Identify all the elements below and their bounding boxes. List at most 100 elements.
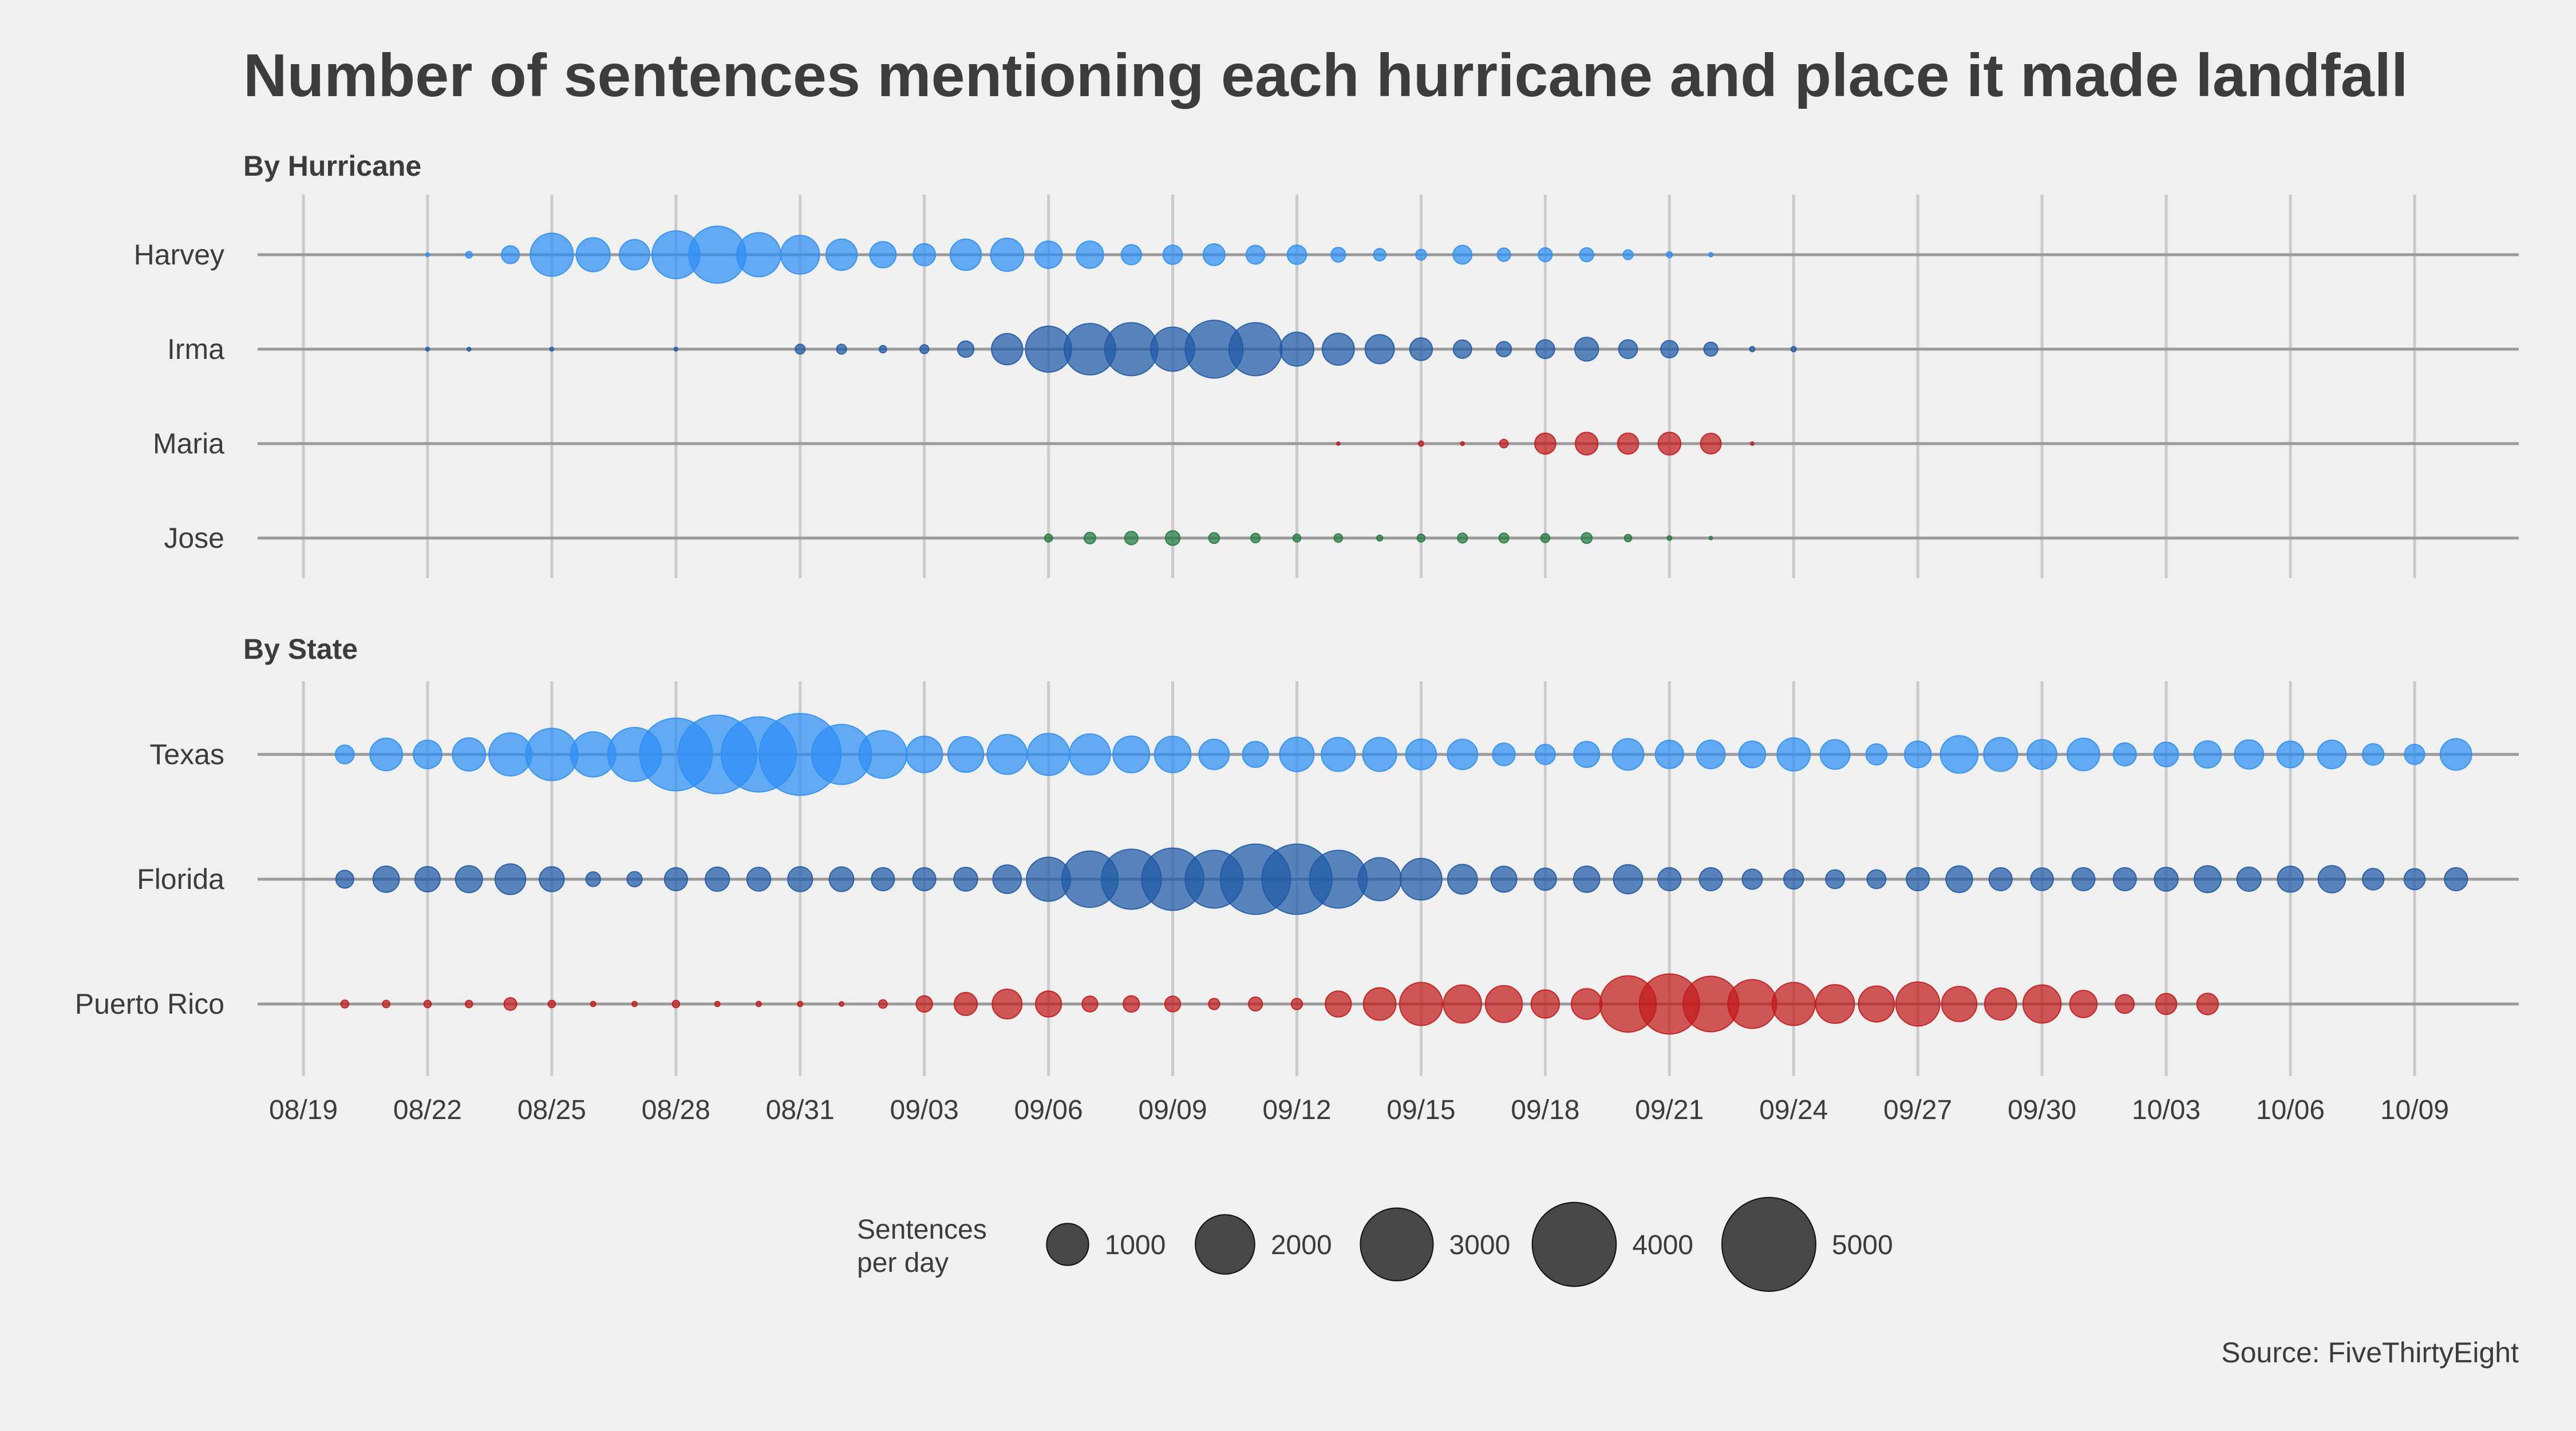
bubble-harvey [425,252,430,258]
bubble-harvey [869,241,897,268]
bubble-texas [1112,736,1151,773]
bubble-texas [1904,740,1932,769]
bubble-texas [1865,743,1888,766]
bubble-irma [879,345,887,354]
bubble-maria [1574,432,1599,456]
bubble-irma [836,343,847,355]
bubble-irma [425,346,430,352]
data-bubbles [334,226,2472,1035]
bubble-florida [414,865,441,893]
legend-bubble [1721,1197,1816,1292]
bubble-florida [1400,857,1443,901]
bubble-puerto-rico [1530,989,1560,1019]
bubble-harvey [1666,251,1673,259]
bubble-texas [1279,736,1315,773]
bubble-harvey [501,245,520,264]
bubble-florida [787,866,813,892]
bubble-florida [2112,867,2137,892]
panel-title-state: By State [243,633,358,665]
gridlines [302,195,2416,1076]
legend-title-line-1: Sentences [857,1215,987,1245]
bubble-florida [1783,868,1804,890]
bubble-puerto-rico [464,999,473,1009]
legend-label: 4000 [1632,1230,1693,1260]
row-label: Harvey [134,239,224,271]
bubble-texas [413,740,442,769]
bubble-texas [1405,738,1437,770]
x-tick-label: 09/24 [1759,1095,1828,1125]
bubble-texas [1242,741,1269,768]
bubble-texas [1362,737,1397,772]
bubble-harvey [1120,244,1142,266]
bubble-maria [1460,441,1465,446]
bubble-jose [1666,535,1673,541]
x-tick-label: 09/21 [1635,1095,1704,1125]
x-tick-label: 09/27 [1883,1095,1952,1125]
bubble-puerto-rico [1727,979,1777,1029]
bubble-florida [2444,867,2468,892]
bubble-puerto-rico [1362,987,1397,1021]
bubble-harvey [912,243,937,267]
bubble-puerto-rico [2115,994,2135,1014]
bubble-jose [1581,532,1593,544]
bubble-harvey [1622,249,1634,260]
bubble-maria [1336,441,1341,446]
bubble-puerto-rico [590,1001,596,1007]
bubble-florida [1573,865,1601,893]
bubble-texas [1776,737,1811,772]
bubble-harvey [1496,247,1511,262]
bubble-maria [1499,438,1509,449]
bubble-puerto-rico [953,991,978,1017]
bubble-florida [2317,865,2346,894]
x-tick-label: 09/09 [1139,1095,1207,1125]
bubble-texas [2404,744,2425,765]
bubble-florida [1866,869,1887,890]
bubble-texas [1026,733,1070,776]
bubble-texas [2153,741,2179,768]
bubble-florida [1613,864,1643,895]
bubble-harvey [575,237,611,272]
x-tick-label: 09/12 [1262,1095,1331,1125]
bubble-maria [1657,432,1682,456]
panel-title-hurricane: By Hurricane [243,150,421,182]
bubble-jose [1498,532,1510,544]
bubble-puerto-rico [503,997,517,1011]
legend-title-line-2: per day [857,1248,949,1278]
bubble-florida [663,867,688,892]
bubble-texas [2317,740,2347,769]
bubble-florida [2403,868,2426,891]
bubble-texas [2067,737,2100,772]
x-tick-label: 10/06 [2256,1095,2325,1125]
bubble-irma [1790,346,1797,353]
bubble-jose [1416,533,1426,543]
bubble-florida [1698,867,1723,892]
bubble-puerto-rico [1771,982,1816,1026]
bubble-irma [991,333,1024,366]
bubble-puerto-rico [423,999,432,1009]
x-tick-label: 09/30 [2008,1095,2076,1125]
x-tick-label: 08/28 [642,1095,710,1125]
bubble-texas [1321,737,1356,772]
bubble-jose [1124,531,1139,545]
bubble-florida [1825,869,1846,890]
bubble-harvey [949,238,982,271]
bubble-texas [947,736,985,773]
bubble-puerto-rico [547,999,556,1009]
bubble-harvey [780,235,820,275]
bubble-maria [1417,440,1424,447]
bubble-florida [372,865,400,893]
source-note: Source: FiveThirtyEight [2221,1337,2519,1369]
bubble-puerto-rico [1571,988,1603,1020]
bubble-harvey [1538,247,1553,263]
bubble-puerto-rico [2022,984,2062,1024]
row-label: Maria [153,428,224,460]
bubble-harvey [1330,247,1346,263]
bubble-texas [1198,738,1230,770]
bubble-harvey [1076,240,1104,269]
bubble-texas [905,736,943,773]
bubble-maria [1750,441,1755,446]
bubble-puerto-rico [755,1001,762,1007]
bubble-puerto-rico [878,999,888,1009]
bubble-texas [1534,744,1556,765]
